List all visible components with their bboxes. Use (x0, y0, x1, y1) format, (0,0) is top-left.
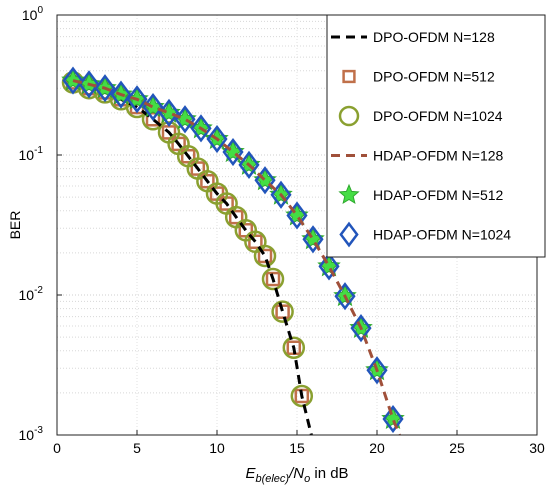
diamond-marker (382, 404, 404, 434)
square-marker (342, 69, 356, 84)
diamond-marker (334, 282, 356, 311)
diamond-marker (62, 66, 84, 95)
diamond-marker (78, 70, 100, 99)
circle-marker (282, 336, 306, 359)
y-tick-label: 10-1 (19, 145, 44, 163)
legend-box (326, 14, 546, 258)
square-marker (265, 271, 281, 287)
diamond-marker (110, 80, 132, 109)
legend-label: DPO-OFDM N=512 (373, 69, 495, 85)
square-marker (190, 161, 206, 176)
diamond-marker (339, 221, 359, 248)
diamond-marker (190, 114, 212, 143)
x-tick-label: 25 (449, 440, 465, 456)
circle-marker (261, 267, 285, 291)
series-line (72, 79, 401, 436)
square-marker (228, 209, 244, 225)
x-label-part: /N (288, 465, 304, 482)
y-tick-base: 10 (22, 7, 38, 23)
circle-marker (271, 300, 294, 323)
y-tick-exponent: 0 (37, 5, 43, 16)
diamond-marker (238, 150, 260, 179)
x-label-part: b(elec) (255, 473, 289, 485)
y-axis-label: BER (7, 211, 23, 240)
square-marker (275, 304, 290, 319)
circle-marker (290, 384, 314, 408)
legend-label: DPO-OFDM N=1024 (373, 108, 503, 124)
star-marker (338, 183, 360, 205)
y-tick-label: 100 (22, 5, 44, 23)
plot (61, 66, 405, 436)
legend-label: HDAP-OFDM N=512 (373, 187, 504, 203)
x-tick-label: 5 (133, 440, 141, 456)
legend: DPO-OFDM N=128 DPO-OFDM N=512 DPO-OFDM N=1… (326, 14, 546, 258)
x-tick-label: 15 (289, 440, 305, 456)
diamond-marker (350, 314, 372, 343)
x-label-part: in dB (310, 465, 348, 482)
x-tick-label: 30 (529, 440, 545, 456)
series-line (72, 80, 313, 436)
y-tick-base: 10 (19, 287, 35, 303)
y-tick-base: 10 (19, 427, 35, 443)
diamond-marker (286, 201, 308, 230)
legend-label: HDAP-OFDM N=128 (373, 148, 504, 164)
y-tick-base: 10 (19, 147, 35, 163)
square-marker (180, 148, 196, 164)
diamond-marker (366, 356, 388, 385)
y-tick-exponent: -1 (34, 145, 43, 156)
x-tick-label: 20 (369, 440, 385, 456)
x-axis-label: Eb(elec)/No in dB (245, 465, 348, 485)
diamond-marker (158, 98, 180, 127)
diamond-marker (270, 180, 292, 209)
square-marker (145, 112, 161, 127)
diamond-marker (302, 225, 324, 254)
legend-label: DPO-OFDM N=128 (373, 29, 495, 45)
diamond-marker (126, 85, 148, 114)
y-tick-label: 10-3 (19, 425, 44, 443)
square-marker (257, 248, 273, 264)
circle-marker (253, 244, 277, 268)
y-tick-exponent: -2 (34, 285, 43, 296)
diamond-marker (174, 105, 196, 134)
diamond-marker (94, 74, 116, 103)
y-tick-exponent: -3 (34, 425, 43, 436)
x-label-part: o (304, 473, 310, 485)
circle-marker (338, 105, 360, 127)
legend-label: HDAP-OFDM N=1024 (373, 227, 511, 243)
x-tick-label: 10 (209, 440, 225, 456)
y-tick-label: 10-2 (19, 285, 44, 303)
x-tick-label: 0 (53, 440, 61, 456)
diamond-marker (318, 252, 340, 281)
x-label-part: E (245, 465, 256, 482)
square-marker (200, 173, 215, 189)
diamond-marker (206, 124, 228, 154)
